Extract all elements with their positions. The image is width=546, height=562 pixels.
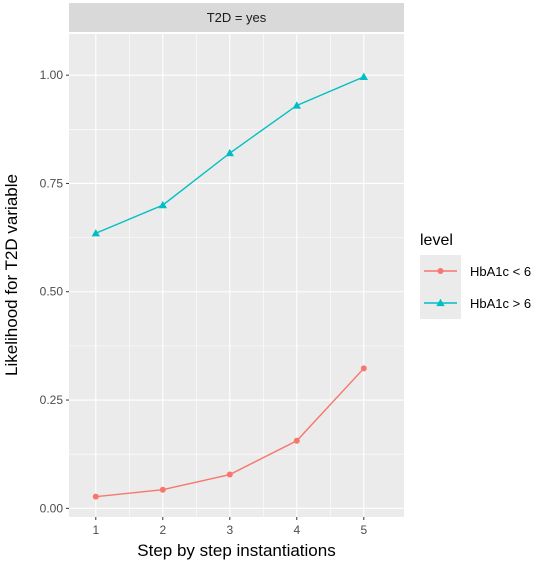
x-axis-title: Step by step instantiations (137, 541, 335, 560)
data-point-0-1 (159, 486, 166, 493)
data-point-0-0 (92, 493, 99, 500)
x-axis: 1 2 3 4 5 (92, 517, 367, 537)
data-point-0-2 (226, 471, 233, 478)
series-layer (91, 72, 368, 500)
x-tick-label: 5 (360, 523, 367, 537)
data-point-1-3 (292, 101, 301, 109)
facet-strip-label: T2D = yes (207, 10, 267, 25)
data-point-0-3 (293, 437, 300, 444)
plot-panel (69, 34, 404, 517)
x-tick-label: 3 (226, 523, 233, 537)
y-tick-label: 1.00 (40, 68, 64, 82)
data-point-0-4 (360, 365, 367, 372)
x-tick-label: 1 (92, 523, 99, 537)
data-point-1-4 (359, 72, 368, 81)
legend: level HbA1c < 6 HbA1c > 6 (420, 232, 531, 319)
y-tick-label: 0.50 (40, 285, 64, 299)
y-axis-title: Likelihood for T2D variable (2, 174, 21, 376)
legend-label: HbA1c > 6 (470, 296, 531, 311)
data-point-1-2 (225, 148, 234, 157)
x-tick-label: 2 (159, 523, 166, 537)
major-gridlines (69, 34, 404, 517)
legend-label: HbA1c < 6 (470, 264, 531, 279)
legend-key-marker (437, 268, 444, 274)
y-tick-label: 0.75 (40, 176, 64, 190)
facet-strip (69, 3, 404, 32)
legend-title: level (420, 232, 453, 249)
minor-gridlines (69, 34, 404, 517)
y-tick-label: 0.25 (40, 393, 64, 407)
x-tick-label: 4 (293, 523, 300, 537)
data-point-1-1 (158, 200, 167, 209)
y-tick-label: 0.00 (40, 501, 64, 515)
data-point-1-0 (91, 229, 100, 237)
legend-key-marker (436, 298, 445, 307)
y-axis: 0.00 0.25 0.50 0.75 1.00 (40, 68, 69, 515)
